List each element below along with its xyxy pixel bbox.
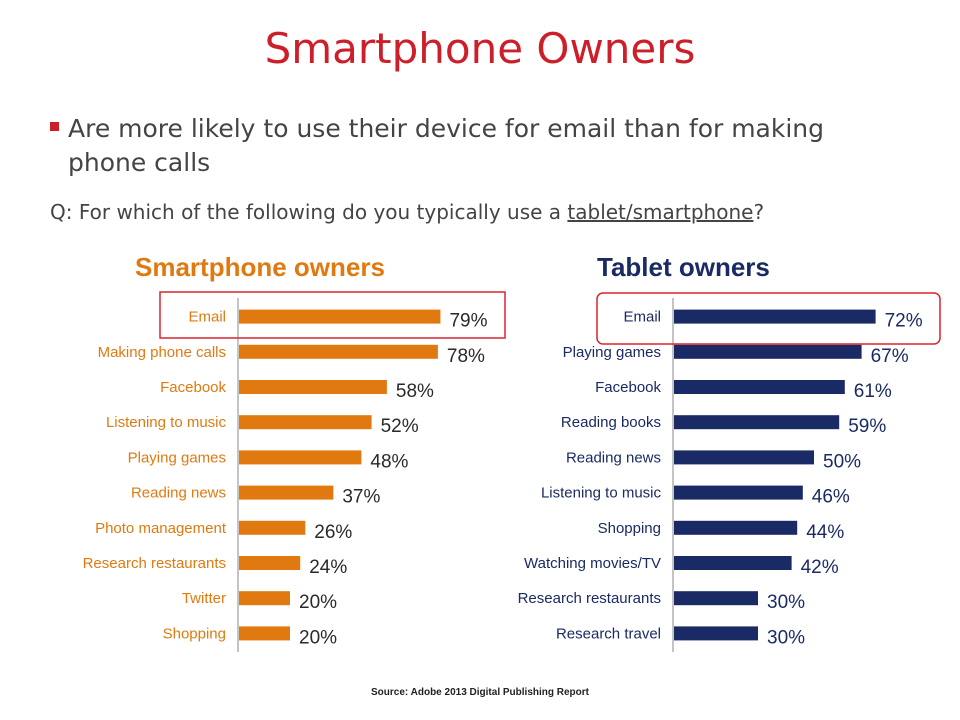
smartphone-category-label: Playing games [128, 449, 226, 466]
tablet-value-label: 67% [871, 346, 909, 367]
question-suffix: ? [753, 200, 765, 224]
square-bullet-icon [50, 122, 59, 131]
smartphone-category-label: Email [188, 309, 226, 326]
smartphone-value-label: 26% [314, 522, 352, 543]
smartphone-category-label: Shopping [163, 625, 226, 642]
smartphone-bar [239, 415, 372, 430]
smartphone-bar [239, 556, 301, 570]
smartphone-value-label: 58% [396, 381, 434, 402]
tablet-category-label: Listening to music [541, 485, 662, 502]
tablet-category-label: Reading news [566, 449, 661, 466]
tablet-value-label: 30% [767, 592, 805, 613]
tablet-category-label: Email [623, 309, 661, 326]
smartphone-bar [239, 520, 306, 535]
tablet-bar [674, 309, 876, 324]
smartphone-category-label: Reading news [131, 485, 226, 502]
smartphone-bar [239, 344, 438, 359]
smartphone-value-label: 37% [342, 487, 380, 508]
smartphone-value-label: 24% [309, 557, 347, 578]
smartphone-bar [239, 485, 334, 500]
bullet-point: Are more likely to use their device for … [50, 112, 910, 180]
slide-title: Smartphone Owners [264, 24, 696, 73]
tablet-bar [674, 415, 840, 430]
smartphone-bar [239, 309, 441, 324]
source-note: Source: Adobe 2013 Digital Publishing Re… [371, 687, 589, 698]
smartphone-category-label: Twitter [182, 590, 226, 607]
smartphone-value-label: 48% [370, 451, 408, 472]
smartphone-value-label: 52% [381, 416, 419, 437]
tablet-category-label: Research travel [556, 625, 661, 642]
smartphone-category-label: Facebook [160, 379, 226, 396]
smartphone-bar [239, 450, 362, 465]
tablet-bar [674, 485, 803, 500]
smartphone-category-label: Photo management [95, 520, 227, 537]
tablet-value-label: 42% [801, 557, 839, 578]
tablet-value-label: 30% [767, 627, 805, 648]
tablet-bar [674, 520, 798, 535]
tablet-category-label: Facebook [595, 379, 661, 396]
smartphone-value-label: 20% [299, 627, 337, 648]
tablet-category-label: Research restaurants [518, 590, 661, 607]
smartphone-chart-title: Smartphone owners [135, 252, 385, 282]
tablet-value-label: 50% [823, 451, 861, 472]
tablet-bar [674, 344, 862, 359]
bullet-text: Are more likely to use their device for … [68, 114, 825, 177]
tablet-category-label: Watching movies/TV [524, 555, 661, 572]
question-underlined: tablet/smartphone [567, 200, 754, 224]
smartphone-bar [239, 591, 290, 606]
smartphone-value-label: 20% [299, 592, 337, 613]
tablet-category-label: Reading books [561, 414, 661, 431]
tablet-email-highlight-box [596, 292, 941, 345]
tablet-bar [674, 450, 814, 465]
tablet-bar [674, 556, 792, 570]
tablet-bar [674, 591, 758, 606]
smartphone-value-label: 79% [449, 311, 487, 332]
tablet-value-label: 61% [854, 381, 892, 402]
smartphone-bar [239, 626, 290, 641]
tablet-chart-title: Tablet owners [597, 252, 770, 282]
tablet-category-label: Playing games [563, 344, 661, 361]
smartphone-bar [239, 380, 387, 394]
tablet-bar [674, 626, 758, 641]
tablet-value-label: 44% [806, 522, 844, 543]
tablet-category-label: Shopping [598, 520, 661, 537]
question-prefix: Q: For which of the following do you typ… [50, 200, 568, 224]
survey-question: Q: For which of the following do you typ… [50, 200, 764, 224]
smartphone-email-highlight-box [159, 291, 506, 339]
smartphone-category-label: Research restaurants [83, 555, 226, 572]
tablet-value-label: 46% [812, 487, 850, 508]
smartphone-category-label: Listening to music [106, 414, 227, 431]
tablet-value-label: 59% [848, 416, 886, 437]
smartphone-category-label: Making phone calls [98, 344, 226, 361]
tablet-value-label: 72% [885, 311, 923, 332]
tablet-bar [674, 380, 845, 394]
smartphone-value-label: 78% [447, 346, 485, 367]
